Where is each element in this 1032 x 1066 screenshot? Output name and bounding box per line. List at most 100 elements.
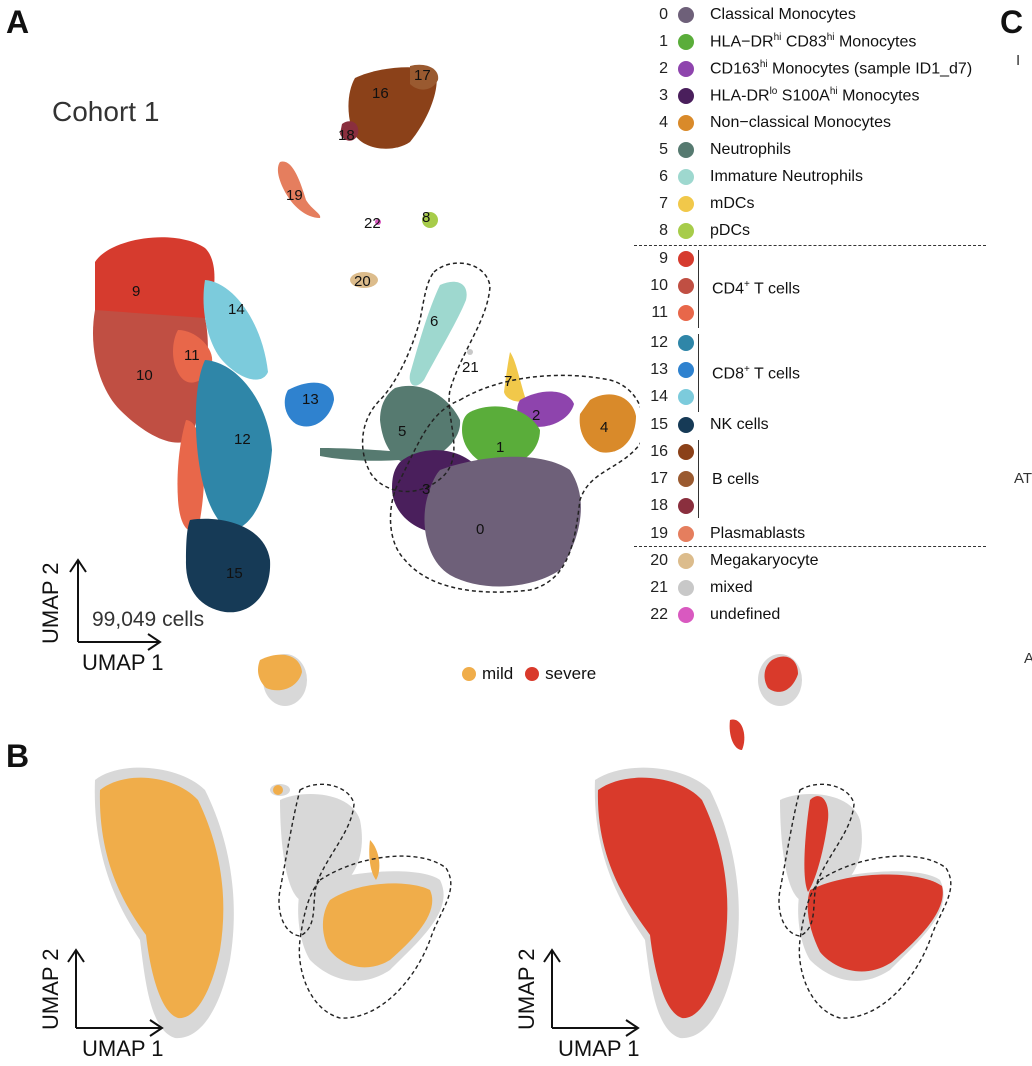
cluster-label-8: 8: [422, 209, 430, 226]
legend-row-0: 0 Classical Monocytes: [636, 2, 856, 28]
legend-num: 9: [636, 250, 668, 268]
legend-label-part: HLA−DR: [710, 34, 774, 51]
legend-dot: [678, 61, 694, 77]
umap-plot-mild: [0, 640, 480, 1066]
legend-dot: [678, 471, 694, 487]
legend-label-sup: hi: [827, 32, 835, 43]
legend-num: 11: [636, 304, 668, 322]
legend-dot: [678, 115, 694, 131]
cluster-label-17: 17: [414, 67, 431, 84]
cluster-5-tail: [320, 448, 400, 461]
legend-num: 21: [636, 579, 668, 597]
legend-label-sup: hi: [760, 59, 768, 70]
legend-row-16: 16: [636, 439, 710, 465]
legend-label: pDCs: [710, 222, 750, 240]
legend-dot: [678, 251, 694, 267]
legend-num: 12: [636, 334, 668, 352]
x-axis-label-b-left: UMAP 1: [82, 1036, 164, 1062]
legend-label: Non−classical Monocytes: [710, 114, 891, 132]
umap-plot-severe: [480, 640, 1000, 1066]
legend-row-8: 8 pDCs: [636, 218, 750, 244]
legend-label: Immature Neutrophils: [710, 168, 863, 186]
cluster-label-20: 20: [354, 273, 371, 290]
legend-dot: [678, 417, 694, 433]
legend-dot: [678, 580, 694, 596]
cut-text-2: AT: [1014, 470, 1032, 487]
cluster-label-15: 15: [226, 565, 243, 582]
cluster-label-18: 18: [338, 127, 355, 144]
legend-row-15: 15 NK cells: [636, 412, 769, 438]
legend-dot: [678, 498, 694, 514]
y-axis-label-a: UMAP 2: [38, 562, 64, 644]
group-label-part: CD4: [712, 280, 744, 297]
legend-num: 19: [636, 525, 668, 543]
y-axis-label-b-left: UMAP 2: [38, 948, 64, 1030]
cluster-9-region: [95, 237, 214, 320]
legend-row-5: 5 Neutrophils: [636, 137, 791, 163]
legend-label: CD163hi Monocytes (sample ID1_d7): [710, 59, 972, 78]
legend-num: 13: [636, 361, 668, 379]
legend-num: 1: [636, 33, 668, 51]
cluster-label-9: 9: [132, 283, 140, 300]
cluster-label-7: 7: [504, 373, 512, 390]
cluster-label-12: 12: [234, 431, 251, 448]
legend-row-6: 6 Immature Neutrophils: [636, 164, 863, 190]
legend-label-part: Monocytes: [838, 88, 920, 105]
cluster-label-3: 3: [422, 481, 430, 498]
group-label-cd4: CD4+ T cells: [712, 279, 800, 298]
cluster-label-1: 1: [496, 439, 504, 456]
legend-dot: [678, 88, 694, 104]
cluster-label-22: 22: [364, 215, 381, 232]
legend-label: undefined: [710, 606, 780, 624]
cluster-label-19: 19: [286, 187, 303, 204]
cut-text-3: A: [1024, 650, 1032, 667]
legend-num: 3: [636, 87, 668, 105]
cluster-label-16: 16: [372, 85, 389, 102]
legend-dot: [678, 7, 694, 23]
legend-row-2: 2 CD163hi Monocytes (sample ID1_d7): [636, 56, 972, 82]
legend-num: 22: [636, 606, 668, 624]
cell-count-label: 99,049 cells: [92, 608, 204, 632]
cluster-label-21: 21: [462, 359, 479, 376]
legend-row-4: 4 Non−classical Monocytes: [636, 110, 891, 136]
legend-row-12: 12: [636, 330, 710, 356]
legend-label-part: HLA-DR: [710, 88, 770, 105]
legend-row-17: 17: [636, 466, 710, 492]
group-label-part: T cells: [750, 280, 800, 297]
legend-dot: [678, 223, 694, 239]
legend-label-part: S100A: [777, 88, 829, 105]
legend-label-part: CD163: [710, 61, 760, 78]
legend-row-19: 19 Plasmablasts: [636, 521, 805, 547]
legend-dot: [678, 553, 694, 569]
legend-row-20: 20 Megakaryocyte: [636, 548, 819, 574]
legend-label: Megakaryocyte: [710, 552, 819, 570]
legend-dot: [678, 196, 694, 212]
cluster-label-10: 10: [136, 367, 153, 384]
legend-dot: [678, 34, 694, 50]
legend-dot: [678, 335, 694, 351]
cluster-label-13: 13: [302, 391, 319, 408]
legend-row-11: 11: [636, 300, 710, 326]
group-label-cd8: CD8+ T cells: [712, 364, 800, 383]
axis-arrows-b-right: [544, 950, 638, 1036]
legend-dot: [678, 305, 694, 321]
legend-dot: [678, 169, 694, 185]
legend-num: 20: [636, 552, 668, 570]
cluster-label-0: 0: [476, 521, 484, 538]
legend-label-sup: hi: [830, 86, 838, 97]
legend-row-18: 18: [636, 493, 710, 519]
legend-label-part: Monocytes (sample ID1_d7): [768, 61, 973, 78]
panel-letter-c: C: [1000, 4, 1023, 41]
legend-num: 4: [636, 114, 668, 132]
legend-row-10: 10: [636, 273, 710, 299]
cluster-label-6: 6: [430, 313, 438, 330]
cluster-label-11: 11: [184, 347, 200, 364]
legend-num: 7: [636, 195, 668, 213]
legend-label: Plasmablasts: [710, 525, 805, 543]
axis-arrows-a: [70, 560, 160, 650]
group-label-part: T cells: [750, 365, 800, 382]
legend-dot: [678, 526, 694, 542]
legend-label: Classical Monocytes: [710, 6, 856, 24]
legend-dot: [678, 278, 694, 294]
legend-dot: [678, 142, 694, 158]
